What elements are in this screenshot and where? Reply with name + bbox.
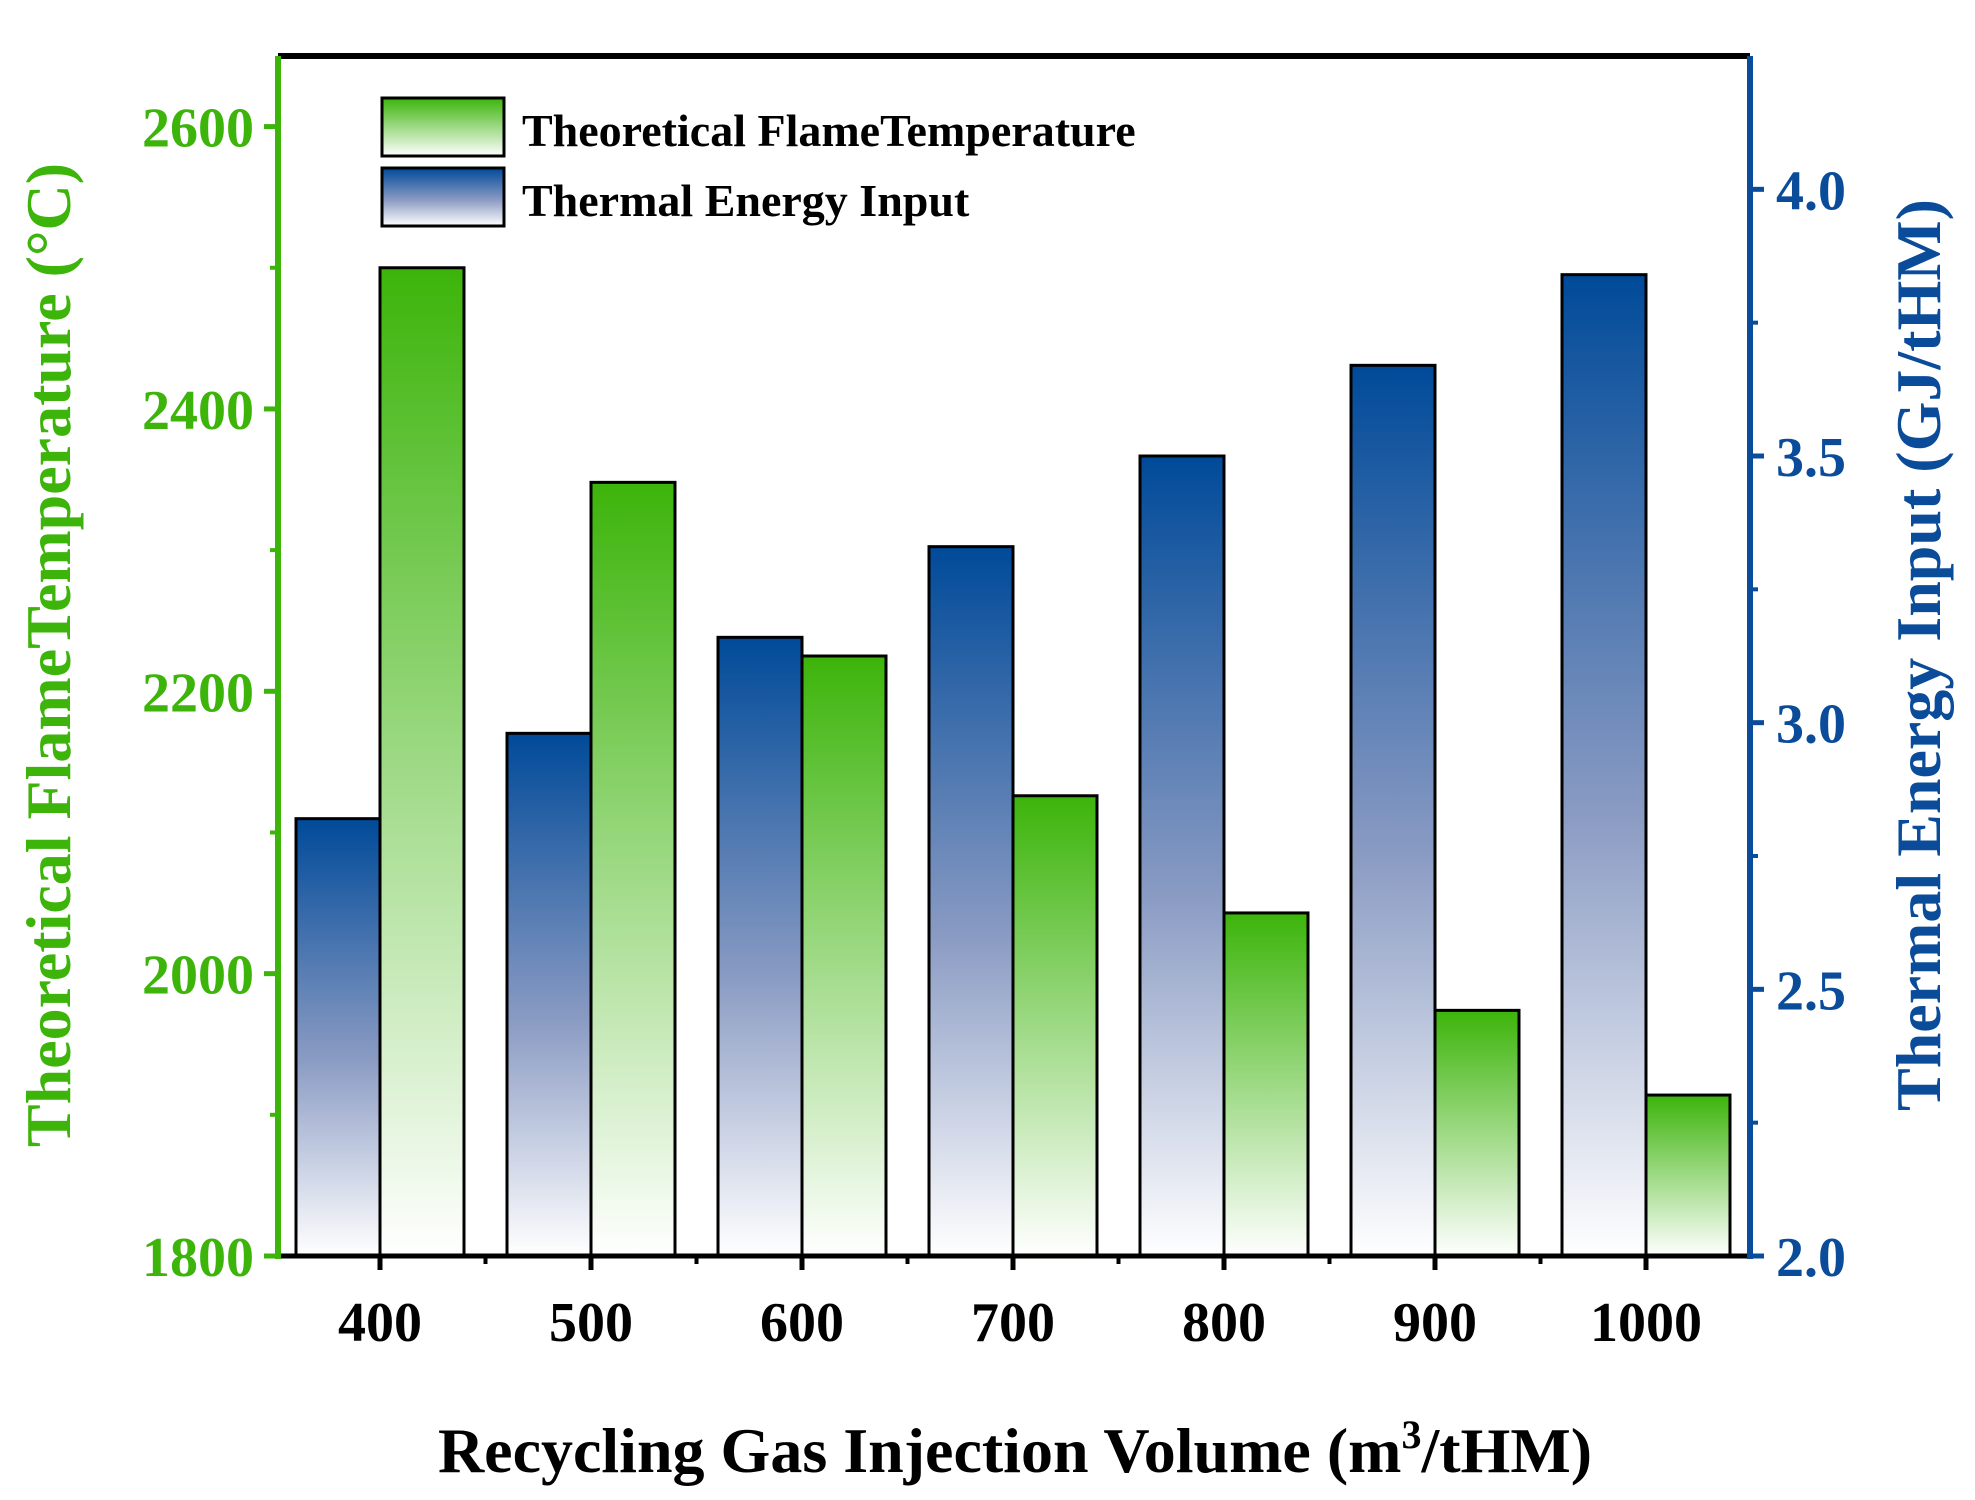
left-axis-title: Theoretical FlameTemperature (°C) [13, 163, 84, 1147]
right-tick-label-3.0: 3.0 [1776, 694, 1846, 756]
x-tick-label-800: 800 [1182, 1292, 1266, 1354]
bar-temperature-700 [1011, 794, 1099, 1258]
bar-temperature-500 [589, 480, 677, 1258]
x-tick-label-1000: 1000 [1590, 1292, 1702, 1354]
legend-swatch-energy [380, 166, 506, 228]
x-axis-title-end: /tHM) [1420, 1415, 1592, 1486]
legend-label-energy: Thermal Energy Input [522, 175, 970, 226]
legend: Theoretical FlameTemperature Thermal Ene… [380, 96, 1136, 228]
right-axis-title: Thermal Energy Input (GJ/tHM) [1883, 199, 1954, 1111]
legend-label-temperature: Theoretical FlameTemperature [522, 105, 1136, 156]
bar-energy-800 [1138, 454, 1226, 1258]
x-tick-label-500: 500 [549, 1292, 633, 1354]
bar-energy-1000 [1560, 273, 1648, 1258]
bar-temperature-800 [1222, 911, 1310, 1258]
bar-energy-700 [927, 545, 1015, 1258]
bar-temperature-1000 [1644, 1093, 1732, 1258]
x-tick-label-400: 400 [338, 1292, 422, 1354]
x-axis-title-superscript: 3 [1401, 1412, 1421, 1457]
x-axis-title-main: Recycling Gas Injection Volume (m [438, 1415, 1402, 1486]
x-tick-label-900: 900 [1393, 1292, 1477, 1354]
x-tick-label-700: 700 [971, 1292, 1055, 1354]
left-tick-label-2200: 2200 [142, 662, 254, 724]
right-tick-label-3.5: 3.5 [1776, 427, 1846, 489]
left-tick-label-2000: 2000 [142, 945, 254, 1007]
right-axis-ticks: 2.0 2.5 3.0 3.5 4.0 [1750, 160, 1846, 1289]
x-axis-title: Recycling Gas Injection Volume (m3/tHM) [438, 1412, 1592, 1486]
bar-energy-400 [294, 817, 382, 1258]
left-axis-ticks: 1800 2000 2200 2400 2600 [142, 98, 278, 1289]
bars [294, 266, 1732, 1258]
left-tick-label-1800: 1800 [142, 1227, 254, 1289]
bar-temperature-600 [800, 654, 888, 1258]
bar-temperature-900 [1433, 1008, 1521, 1258]
right-tick-label-2.5: 2.5 [1776, 960, 1846, 1022]
x-tick-label-600: 600 [760, 1292, 844, 1354]
right-tick-label-4.0: 4.0 [1776, 160, 1846, 222]
bar-energy-900 [1349, 363, 1437, 1258]
bar-temperature-400 [378, 266, 466, 1258]
left-tick-label-2600: 2600 [142, 98, 254, 160]
bar-energy-500 [505, 731, 593, 1258]
legend-swatch-temperature [380, 96, 506, 158]
x-axis-ticks: 400 500 600 700 800 900 1000 [338, 1256, 1702, 1354]
right-tick-label-2.0: 2.0 [1776, 1227, 1846, 1289]
bar-energy-600 [716, 635, 804, 1258]
left-tick-label-2400: 2400 [142, 380, 254, 442]
